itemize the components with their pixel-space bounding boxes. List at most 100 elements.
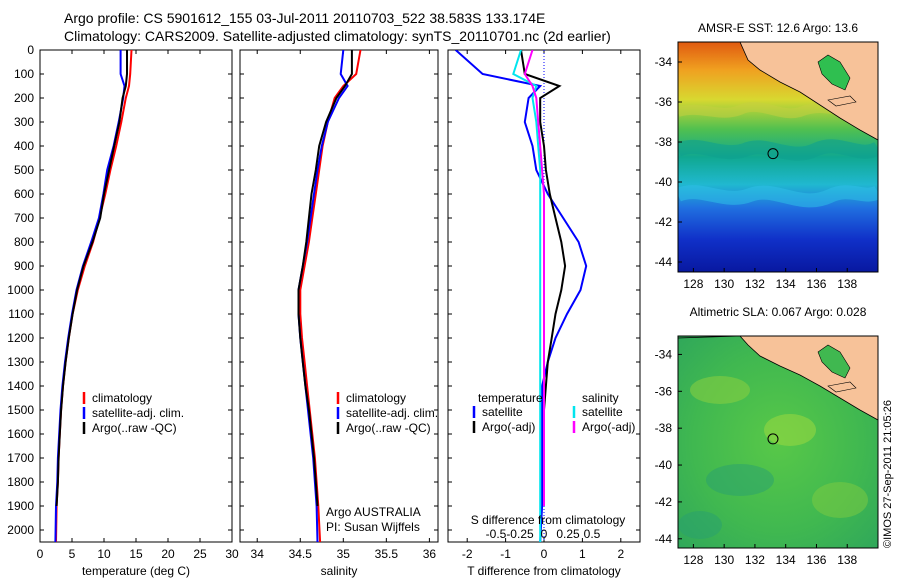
salinity-axes-frame xyxy=(239,49,439,543)
sla-low-2 xyxy=(678,511,722,539)
legend-label-satellite-2: satellite-adj. clim. xyxy=(346,406,438,420)
legend-label-t-argo: Argo(-adj) xyxy=(482,420,535,434)
depth-tick-label: 2000 xyxy=(7,523,34,537)
depth-tick-label: 800 xyxy=(14,235,34,249)
map-lon-label: 132 xyxy=(745,277,765,291)
legend-label-argo-2: Argo(..raw -QC) xyxy=(346,421,431,435)
legend-label-s-argo: Argo(-adj) xyxy=(582,420,635,434)
series-line-argo-raw-qc xyxy=(297,50,353,507)
salinity-xlabel: salinity xyxy=(321,564,358,578)
s-difference-label: S difference from climatology xyxy=(471,513,626,527)
gulf-water-2 xyxy=(817,344,851,379)
x-tick-label: -2 xyxy=(462,547,473,561)
salinity-series xyxy=(297,50,362,542)
depth-tick-label: 1200 xyxy=(7,331,34,345)
map-lat-label: -38 xyxy=(655,135,673,149)
legend-header-temperature: temperature xyxy=(478,391,543,405)
kangaroo-island-2 xyxy=(827,381,857,393)
x-tick-label: 20 xyxy=(161,547,175,561)
depth-tick-label: 1100 xyxy=(8,307,34,321)
difference-panel: -2 -1 0 1 2 S difference from climatology -0… xyxy=(447,49,641,578)
sla-high-3 xyxy=(812,482,868,518)
map-lon-label: 138 xyxy=(837,277,857,291)
argo-location-marker xyxy=(767,148,779,160)
salinity-panel: 34 34.5 35 35.5 36 salinity climatology sate… xyxy=(239,49,439,578)
x-tick-label: 35 xyxy=(337,547,351,561)
map-lat-label: -42 xyxy=(655,215,673,229)
difference-y-ticks xyxy=(448,49,640,531)
x-tick-label: 1 xyxy=(579,547,586,561)
depth-tick-label: 900 xyxy=(14,259,34,273)
sla-map-image xyxy=(678,336,878,548)
x-tick-label: 35.5 xyxy=(375,547,399,561)
sst-map-ticks: 128 130 132 134 136 138 -34 -36 -38 -40 -42 -44 xyxy=(655,55,858,291)
sla-map-frame xyxy=(677,335,879,549)
map-lon-label: 128 xyxy=(683,277,703,291)
depth-tick-label: 1800 xyxy=(7,475,34,489)
gulf-water xyxy=(817,54,851,91)
title-line-2: Climatology: CARS2009. Satellite-adjuste… xyxy=(64,28,611,44)
legend-label-satellite: satellite-adj. clim. xyxy=(92,406,184,420)
salinity-y-ticks xyxy=(240,49,438,531)
s-diff-tick-label: 0.25 xyxy=(556,527,580,541)
argo-australia-label: Argo AUSTRALIA xyxy=(326,505,421,519)
kangaroo-island xyxy=(827,95,857,107)
sst-front-band xyxy=(678,139,878,161)
depth-tick-label: 400 xyxy=(14,139,34,153)
sst-map-image xyxy=(678,42,878,272)
coastline xyxy=(739,42,878,141)
s-diff-tick-label: -0.25 xyxy=(506,527,534,541)
depth-tick-label: 0 xyxy=(27,43,34,57)
sla-map-ticks: 128 130 132 134 136 138 -34 -36 -38 -40 -42 -44 xyxy=(655,347,858,567)
x-tick-label: 36 xyxy=(423,547,437,561)
map-lon-label: 134 xyxy=(776,553,796,567)
sla-high-1 xyxy=(690,376,750,404)
x-tick-label: 15 xyxy=(129,547,143,561)
x-tick-label: 5 xyxy=(69,547,76,561)
depth-tick-label: 500 xyxy=(14,163,34,177)
temperature-series xyxy=(54,50,133,542)
legend-header-salinity: salinity xyxy=(582,391,619,405)
s-diff-tick-label: -0.5 xyxy=(486,527,507,541)
x-tick-label: 34.5 xyxy=(289,547,313,561)
x-tick-label: 34 xyxy=(251,547,265,561)
map-lat-label: -42 xyxy=(655,495,673,509)
legend-label-t-satellite: satellite xyxy=(482,405,523,419)
depth-tick-label: 1500 xyxy=(7,403,34,417)
difference-legend: temperature salinity satellite Argo(-adj… xyxy=(472,391,635,434)
argo-location-marker-2 xyxy=(767,433,779,445)
legend-label-argo: Argo(..raw -QC) xyxy=(92,421,177,435)
legend-label-climatology: climatology xyxy=(92,391,152,405)
pi-name-label: PI: Susan Wijffels xyxy=(326,520,420,534)
sla-high-2 xyxy=(764,414,816,446)
x-tick-label: 2 xyxy=(617,547,624,561)
map-lon-label: 134 xyxy=(776,277,796,291)
depth-tick-label: 200 xyxy=(14,91,34,105)
map-lon-label: 136 xyxy=(806,553,826,567)
depth-tick-label: 700 xyxy=(14,211,34,225)
legend-label-climatology-2: climatology xyxy=(346,391,406,405)
depth-tick-label: 1300 xyxy=(7,355,34,369)
temperature-xlabel: temperature (deg C) xyxy=(82,564,190,578)
sst-map-frame xyxy=(677,41,879,273)
sla-map: Altimetric SLA: 0.067 Argo: 0.028 128 130… xyxy=(655,305,879,567)
temperature-legend: climatology satellite-adj. clim. Argo(..… xyxy=(82,391,184,435)
depth-tick-label: 100 xyxy=(14,67,34,81)
x-tick-label: 25 xyxy=(193,547,207,561)
salinity-x-axis: 34 34.5 35 35.5 36 xyxy=(251,50,437,561)
temperature-panel: 0100200300400500600700800900100011001200… xyxy=(7,43,239,578)
x-tick-label: 30 xyxy=(225,547,239,561)
series-line-argo-raw-qc xyxy=(55,50,128,507)
t-difference-xlabel: T difference from climatology xyxy=(467,564,621,578)
sla-low-1 xyxy=(706,464,774,496)
depth-tick-label: 1000 xyxy=(7,283,34,297)
depth-tick-label: 300 xyxy=(14,115,34,129)
sst-map-title: AMSR-E SST: 12.6 Argo: 13.6 xyxy=(698,21,858,35)
title-line-1: Argo profile: CS 5901612_155 03-Jul-2011… xyxy=(64,10,546,26)
x-tick-label: 10 xyxy=(97,547,111,561)
x-tick-label: 0 xyxy=(541,547,548,561)
x-tick-label: -1 xyxy=(500,547,511,561)
depth-tick-label: 1900 xyxy=(7,499,34,513)
map-lon-label: 130 xyxy=(714,277,734,291)
